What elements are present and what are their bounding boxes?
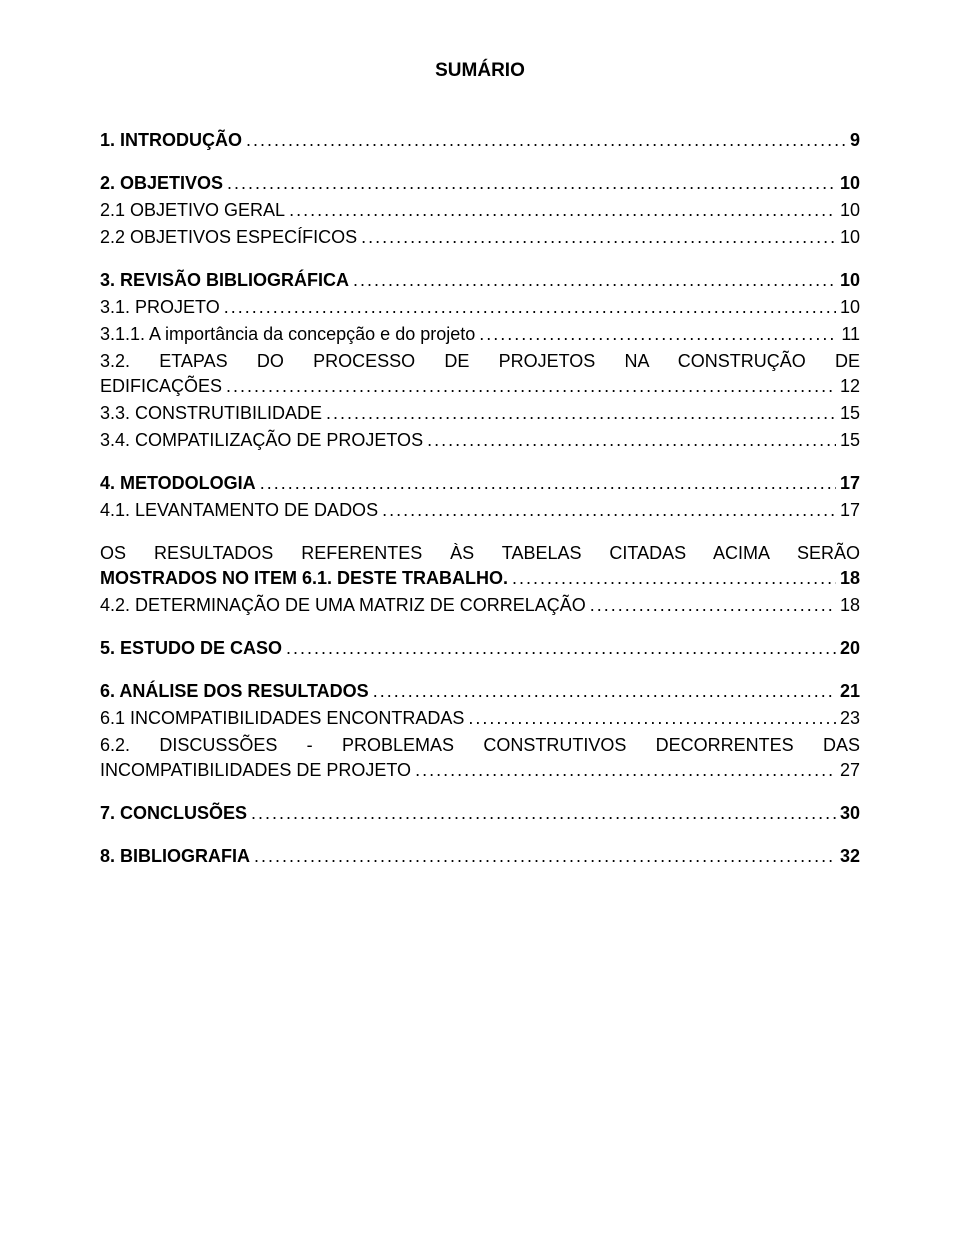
toc-leader-dots — [254, 846, 836, 867]
toc-leader-dots — [289, 200, 836, 221]
toc-leader-dots — [226, 376, 836, 397]
toc-entry-page: 18 — [840, 595, 860, 616]
toc-entry-page: 17 — [840, 500, 860, 521]
toc-entry-page: 9 — [850, 130, 860, 151]
toc-entry: 3.2. ETAPAS DO PROCESSO DE PROJETOS NA C… — [100, 351, 860, 397]
toc-entry-label: MOSTRADOS NO ITEM 6.1. DESTE TRABALHO. — [100, 568, 508, 589]
toc-entry: 4. METODOLOGIA 17 — [100, 473, 860, 494]
toc-entry-label: 3.1. PROJETO — [100, 297, 220, 318]
toc-entry-page: 30 — [840, 803, 860, 824]
toc-leader-dots — [373, 681, 836, 702]
toc-entry-label: INCOMPATIBILIDADES DE PROJETO — [100, 760, 411, 781]
toc-entry: 2. OBJETIVOS 10 — [100, 173, 860, 194]
toc-leader-dots — [427, 430, 836, 451]
toc-list: 1. INTRODUÇÃO92. OBJETIVOS102.1 OBJETIVO… — [100, 130, 860, 867]
toc-entry-page: 10 — [840, 270, 860, 291]
toc-entry-page: 32 — [840, 846, 860, 867]
toc-entry-label: 3. REVISÃO BIBLIOGRÁFICA — [100, 270, 349, 291]
toc-entry-label: 1. INTRODUÇÃO — [100, 130, 242, 151]
toc-leader-dots — [224, 297, 836, 318]
toc-leader-dots — [415, 760, 836, 781]
toc-entry-page: 12 — [840, 376, 860, 397]
toc-entry-page: 21 — [840, 681, 860, 702]
toc-entry-label: 8. BIBLIOGRAFIA — [100, 846, 250, 867]
toc-entry-label: 3.3. CONSTRUTIBILIDADE — [100, 403, 322, 424]
toc-entry: 6. ANÁLISE DOS RESULTADOS 21 — [100, 681, 860, 702]
toc-entry: 6.2. DISCUSSÕES - PROBLEMAS CONSTRUTIVOS… — [100, 735, 860, 781]
toc-entry: 2.2 OBJETIVOS ESPECÍFICOS 10 — [100, 227, 860, 248]
toc-entry-label: 2.2 OBJETIVOS ESPECÍFICOS — [100, 227, 357, 248]
toc-entry-page: 17 — [840, 473, 860, 494]
toc-entry-page: 10 — [840, 297, 860, 318]
toc-entry: 3.1.1. A importância da concepção e do p… — [100, 324, 860, 345]
toc-leader-dots — [590, 595, 836, 616]
toc-leader-dots — [468, 708, 836, 729]
toc-entry-label: 2.1 OBJETIVO GERAL — [100, 200, 285, 221]
toc-entry-label: 3.4. COMPATILIZAÇÃO DE PROJETOS — [100, 430, 423, 451]
toc-entry-label: 2. OBJETIVOS — [100, 173, 223, 194]
toc-entry-page: 10 — [840, 173, 860, 194]
toc-entry-label: 4. METODOLOGIA — [100, 473, 256, 494]
toc-entry-page: 15 — [840, 403, 860, 424]
toc-entry: 1. INTRODUÇÃO 9 — [100, 130, 860, 151]
toc-entry-label: 7. CONCLUSÕES — [100, 803, 247, 824]
toc-entry: OS RESULTADOS REFERENTES ÀS TABELAS CITA… — [100, 543, 860, 589]
toc-entry: 7. CONCLUSÕES 30 — [100, 803, 860, 824]
toc-entry: 8. BIBLIOGRAFIA 32 — [100, 846, 860, 867]
toc-entry: 2.1 OBJETIVO GERAL 10 — [100, 200, 860, 221]
toc-leader-dots — [353, 270, 836, 291]
toc-entry-label: 4.2. DETERMINAÇÃO DE UMA MATRIZ DE CORRE… — [100, 595, 586, 616]
toc-entry-label-line1: 6.2. DISCUSSÕES - PROBLEMAS CONSTRUTIVOS… — [100, 735, 860, 756]
toc-entry: 6.1 INCOMPATIBILIDADES ENCONTRADAS 23 — [100, 708, 860, 729]
toc-entry-page: 11 — [841, 324, 860, 345]
toc-entry-label: 4.1. LEVANTAMENTO DE DADOS — [100, 500, 378, 521]
toc-entry-label-line1: 3.2. ETAPAS DO PROCESSO DE PROJETOS NA C… — [100, 351, 860, 372]
toc-entry-page: 10 — [840, 227, 860, 248]
toc-entry: 4.1. LEVANTAMENTO DE DADOS 17 — [100, 500, 860, 521]
toc-entry-label: 5. ESTUDO DE CASO — [100, 638, 282, 659]
toc-leader-dots — [286, 638, 836, 659]
toc-leader-dots — [382, 500, 836, 521]
toc-entry-label-line1: OS RESULTADOS REFERENTES ÀS TABELAS CITA… — [100, 543, 860, 564]
toc-leader-dots — [251, 803, 836, 824]
toc-leader-dots — [227, 173, 836, 194]
toc-entry: 3.4. COMPATILIZAÇÃO DE PROJETOS 15 — [100, 430, 860, 451]
toc-entry-label: 6.1 INCOMPATIBILIDADES ENCONTRADAS — [100, 708, 464, 729]
toc-entry-label: EDIFICAÇÕES — [100, 376, 222, 397]
toc-leader-dots — [479, 324, 837, 345]
toc-entry: 4.2. DETERMINAÇÃO DE UMA MATRIZ DE CORRE… — [100, 595, 860, 616]
toc-entry-page: 10 — [840, 200, 860, 221]
toc-entry: 3.3. CONSTRUTIBILIDADE 15 — [100, 403, 860, 424]
toc-entry-page: 20 — [840, 638, 860, 659]
toc-leader-dots — [361, 227, 836, 248]
toc-leader-dots — [326, 403, 836, 424]
toc-title: SUMÁRIO — [100, 60, 860, 82]
toc-leader-dots — [260, 473, 836, 494]
toc-entry-page: 15 — [840, 430, 860, 451]
toc-entry-label: 6. ANÁLISE DOS RESULTADOS — [100, 681, 369, 702]
toc-entry-page: 27 — [840, 760, 860, 781]
toc-entry-label: 3.1.1. A importância da concepção e do p… — [100, 324, 475, 345]
toc-leader-dots — [512, 568, 836, 589]
toc-entry: 3. REVISÃO BIBLIOGRÁFICA 10 — [100, 270, 860, 291]
toc-entry: 5. ESTUDO DE CASO 20 — [100, 638, 860, 659]
toc-entry-page: 18 — [840, 568, 860, 589]
toc-entry-page: 23 — [840, 708, 860, 729]
toc-entry: 3.1. PROJETO 10 — [100, 297, 860, 318]
toc-leader-dots — [246, 130, 846, 151]
